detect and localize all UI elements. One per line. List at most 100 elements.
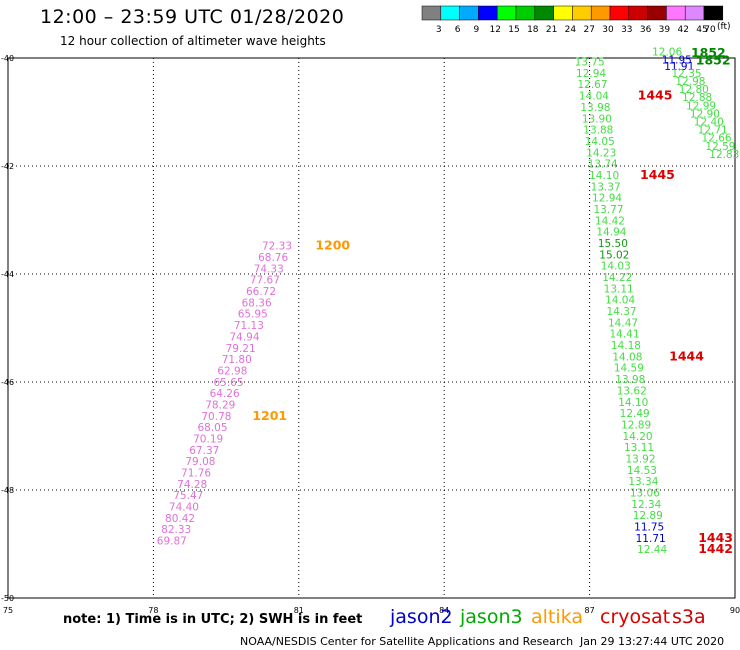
- data-point-label: 13.37: [591, 181, 621, 193]
- colorbar-swatch: [421, 5, 442, 21]
- data-point-label: 68.76: [258, 252, 288, 264]
- data-point-label: 66.72: [246, 286, 276, 298]
- data-point-label: 13.98: [615, 374, 645, 386]
- colorbar-level-label: 36: [640, 25, 652, 35]
- time-label: 1445: [640, 167, 675, 182]
- legend-cryosat: cryosat: [600, 606, 671, 628]
- data-point-label: 15.50: [598, 238, 628, 250]
- data-point-label: 14.20: [623, 431, 653, 443]
- colorbar-swatch: [534, 5, 554, 21]
- data-point-label: 14.94: [596, 227, 626, 239]
- data-point-label: 14.59: [614, 363, 644, 375]
- data-point-label: 12.35: [672, 68, 702, 80]
- colorbar-level-label: 33: [621, 25, 632, 35]
- x-tick-label: 75: [3, 606, 13, 615]
- data-point-label: 12.06: [652, 46, 682, 58]
- ne-track: 12.0611.9511.9112.3512.9812.8012.8812.99…: [652, 46, 739, 161]
- data-point-label: 13.90: [582, 113, 612, 125]
- x-tick-label: 78: [148, 606, 158, 615]
- x-tick-label: 81: [294, 606, 304, 615]
- time-label: 1444: [669, 348, 704, 363]
- time-label: 1442: [698, 541, 733, 556]
- colorbar-level-label: 15: [508, 25, 519, 35]
- data-point-label: 14.47: [608, 317, 638, 329]
- colorbar-swatch: [440, 5, 460, 21]
- data-point-label: 13.34: [628, 476, 658, 488]
- data-point-label: 13.11: [624, 442, 654, 454]
- data-point-label: 11.95: [662, 54, 692, 66]
- data-point-label: 12.59: [705, 141, 735, 153]
- data-point-label: 82.33: [161, 524, 191, 536]
- data-point-label: 14.04: [579, 91, 609, 103]
- data-point-label: 79.21: [226, 343, 256, 355]
- colorbar-level-label: 18: [527, 25, 539, 35]
- colorbar-swatch: [666, 5, 686, 21]
- colorbar-swatch: [478, 5, 498, 21]
- data-point-label: 13.62: [617, 385, 647, 397]
- colorbar-swatch: [515, 5, 536, 21]
- data-point-label: 72.33: [262, 241, 292, 253]
- y-tick-label: -46: [1, 378, 14, 387]
- colorbar-level-label: 42: [677, 25, 688, 35]
- colorbar-swatch: [553, 5, 573, 21]
- data-point-label: 14.08: [612, 351, 642, 363]
- data-point-label: 74.94: [229, 331, 259, 343]
- data-point-label: 68.05: [197, 422, 227, 434]
- plot-frame: [7, 57, 736, 599]
- time-label: 1201: [252, 408, 287, 423]
- colorbar-level-label: 9: [474, 25, 480, 35]
- time-label: 1852: [696, 52, 731, 67]
- data-point-label: 12.67: [577, 79, 607, 91]
- colorbar-level-label: 6: [455, 25, 461, 35]
- y-tick-label: -48: [1, 486, 14, 495]
- data-point-label: 11.71: [636, 533, 666, 545]
- data-point-label: 70.19: [193, 433, 223, 445]
- colorbar-level-label: 39: [659, 25, 671, 35]
- data-point-label: 12.89: [633, 510, 663, 522]
- x-tick-label: 84: [439, 606, 449, 615]
- data-point-label: 13.77: [593, 204, 623, 216]
- data-point-label: 12.88: [682, 92, 712, 104]
- data-point-label: 14.03: [601, 261, 631, 273]
- legend-s3a: s3a: [672, 606, 706, 628]
- page-title: 12:00 – 23:59 UTC 01/28/2020: [40, 6, 345, 28]
- footer-credit: NOAA/NESDIS Center for Satellite Applica…: [240, 635, 574, 648]
- data-point-label: 14.42: [595, 215, 625, 227]
- data-point-label: 14.10: [589, 170, 619, 182]
- colorbar-level-label: 27: [583, 25, 594, 35]
- data-point-label: 12.83: [709, 149, 739, 161]
- x-tick-label: 90: [730, 606, 740, 615]
- data-point-label: 12.49: [620, 408, 650, 420]
- axis-ticks: 75 78 81 84 87 90 -40 -42 -44 -46 -48 -50: [1, 54, 740, 615]
- colorbar-level-label: 70: [704, 25, 716, 35]
- data-point-label: 74.40: [169, 502, 199, 514]
- colorbar-swatch: [496, 5, 517, 21]
- data-point-label: 12.90: [690, 108, 720, 120]
- data-point-label: 70.78: [201, 411, 231, 423]
- data-point-label: 79.08: [185, 456, 215, 468]
- data-point-label: 71.80: [222, 354, 252, 366]
- time-label: 1200: [315, 238, 350, 253]
- data-point-label: 14.10: [618, 397, 648, 409]
- colorbar-level-label: 30: [602, 25, 614, 35]
- y-tick-label: -50: [1, 594, 14, 603]
- data-point-label: 12.34: [631, 499, 661, 511]
- data-point-label: 12.66: [702, 133, 732, 145]
- data-point-label: 11.75: [634, 522, 664, 534]
- colorbar-level-label: 12: [489, 25, 500, 35]
- colorbar-level-label: 45: [696, 25, 707, 35]
- data-point-label: 78.29: [205, 399, 235, 411]
- data-point-label: 71.76: [181, 468, 211, 480]
- page-subtitle: 12 hour collection of altimeter wave hei…: [60, 34, 326, 48]
- data-point-label: 12.89: [621, 419, 651, 431]
- x-tick-label: 87: [585, 606, 595, 615]
- colorbar-swatch: [609, 5, 630, 21]
- colorbar-level-label: 21: [546, 25, 557, 35]
- data-point-label: 67.37: [189, 445, 219, 457]
- data-point-label: 12.94: [576, 68, 606, 80]
- green-track: 13.7512.9412.6714.0413.9813.9013.8814.05…: [575, 57, 668, 557]
- data-point-label: 15.02: [599, 249, 629, 261]
- data-point-label: 14.37: [607, 306, 637, 318]
- data-point-label: 75.47: [173, 490, 203, 502]
